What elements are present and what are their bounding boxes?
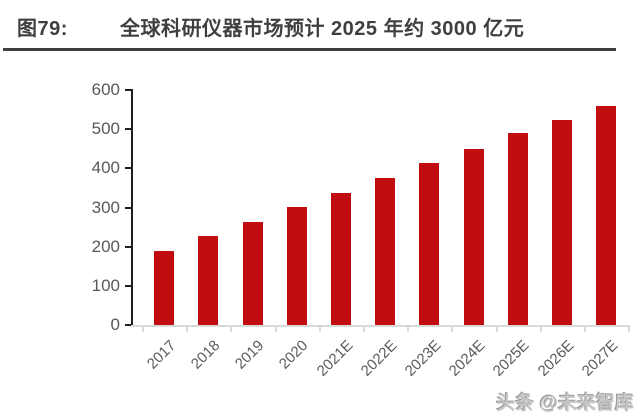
figure-number-label: 图79: — [17, 18, 68, 40]
chart-bar-2023E — [419, 163, 439, 325]
header-divider-line — [3, 48, 616, 51]
y-axis-tick — [125, 167, 131, 170]
y-axis-tick-label: 300 — [91, 197, 120, 217]
x-axis-tick — [274, 327, 277, 332]
chart-bar-2026E — [552, 120, 572, 325]
x-axis-tick — [363, 327, 365, 332]
y-axis-tick-label: 100 — [91, 275, 120, 295]
x-axis-tick — [628, 327, 631, 332]
x-axis-tick — [230, 327, 233, 332]
y-axis-line — [131, 89, 133, 326]
x-axis-tick — [186, 327, 189, 332]
y-axis-tick — [125, 245, 131, 248]
x-axis-tick-label: 2022E — [357, 337, 401, 380]
watermark-text: 头条 @未来智库 — [496, 393, 634, 414]
y-axis-tick-label: 500 — [91, 119, 120, 139]
chart-bar-2027E — [596, 106, 616, 325]
y-axis-tick — [125, 206, 131, 209]
chart-bar-2022E — [375, 178, 395, 325]
chart-title: 全球科研仪器市场预计 2025 年约 3000 亿元 — [120, 18, 525, 40]
x-axis-tick — [407, 327, 410, 332]
x-axis-tick — [584, 327, 586, 332]
x-axis-tick-label: 2019 — [231, 337, 268, 373]
x-axis-tick-label: 2021E — [313, 337, 356, 380]
x-axis-tick — [318, 327, 321, 332]
x-axis-line — [131, 325, 630, 327]
x-axis-tick — [495, 327, 498, 332]
y-axis-tick — [125, 284, 131, 287]
chart-bar-2024E — [464, 149, 484, 325]
figure-header: 图79: 全球科研仪器市场预计 2025 年约 3000 亿元 — [0, 0, 640, 51]
y-axis-tick-label: 600 — [91, 80, 120, 99]
x-axis-tick — [539, 327, 542, 332]
chart-title-line: 图79: 全球科研仪器市场预计 2025 年约 3000 亿元 — [17, 12, 524, 41]
x-axis-tick-label: 2017 — [143, 337, 180, 373]
x-axis-tick-label: 2023E — [401, 337, 445, 380]
x-axis-tick-label: 2024E — [445, 337, 489, 380]
x-axis-tick — [451, 327, 454, 332]
y-axis-tick-label: 200 — [91, 236, 120, 256]
chart-bar-2021E — [331, 193, 351, 325]
y-axis-tick-label: 400 — [91, 158, 120, 178]
chart-bar-2019 — [243, 222, 263, 325]
y-axis-tick — [125, 89, 131, 91]
y-axis-tick — [125, 324, 131, 326]
chart-bar-2018 — [198, 236, 218, 325]
x-axis-tick-label: 2020 — [276, 337, 312, 373]
y-axis-tick-label: 0 — [110, 315, 120, 334]
chart-bar-2025E — [508, 133, 528, 325]
x-axis-tick-label: 2025E — [490, 337, 533, 380]
x-axis-tick-label: 2018 — [187, 337, 224, 373]
x-axis-tick-label: 2027E — [578, 337, 622, 380]
chart-bar-2017 — [154, 251, 174, 325]
y-axis-tick — [125, 128, 131, 131]
x-axis-tick-label: 2026E — [534, 337, 577, 380]
x-axis-tick — [142, 327, 144, 332]
chart-bar-2020 — [287, 207, 307, 325]
